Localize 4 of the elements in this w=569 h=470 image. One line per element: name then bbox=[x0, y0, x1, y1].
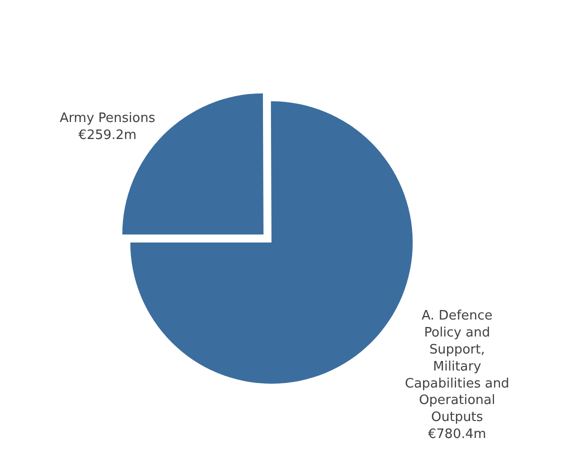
slice-label: Army Pensions bbox=[60, 111, 156, 126]
data-label: €780.4m bbox=[428, 426, 486, 442]
slice-label: A. Defence Policy and Support, Military Capabilities and Operational Outputs bbox=[404, 308, 510, 426]
data-label: €259.2m bbox=[78, 128, 137, 143]
